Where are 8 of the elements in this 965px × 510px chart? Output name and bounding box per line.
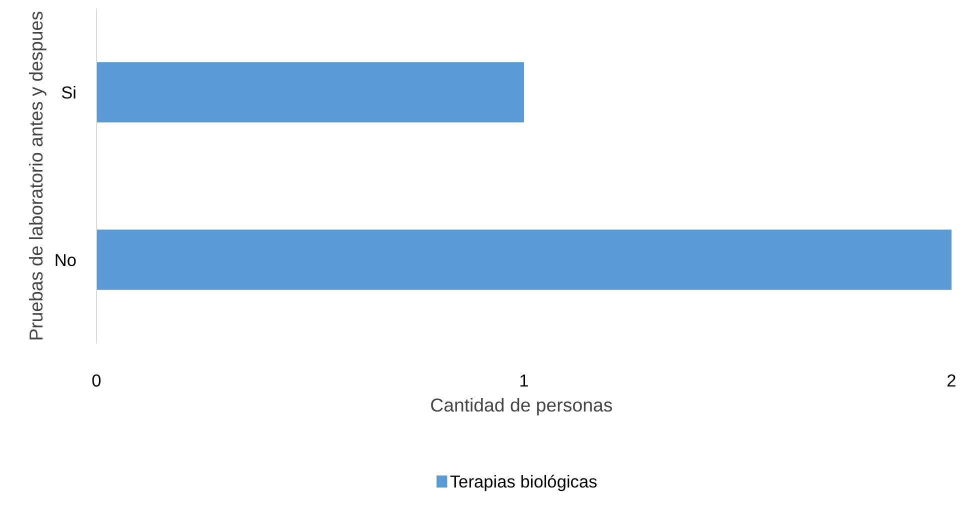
x-axis-title: Cantidad de personas (430, 394, 613, 416)
legend-label: Terapias biológicas (450, 472, 598, 492)
x-tick-label: 1 (519, 370, 529, 390)
y-tick-label: Si (61, 82, 77, 102)
y-axis-title: Pruebas de laboratorio antes y despues (25, 11, 46, 341)
y-tick-label: No (54, 250, 77, 270)
x-tick-label: 2 (946, 370, 956, 390)
x-tick-label: 0 (92, 370, 102, 390)
